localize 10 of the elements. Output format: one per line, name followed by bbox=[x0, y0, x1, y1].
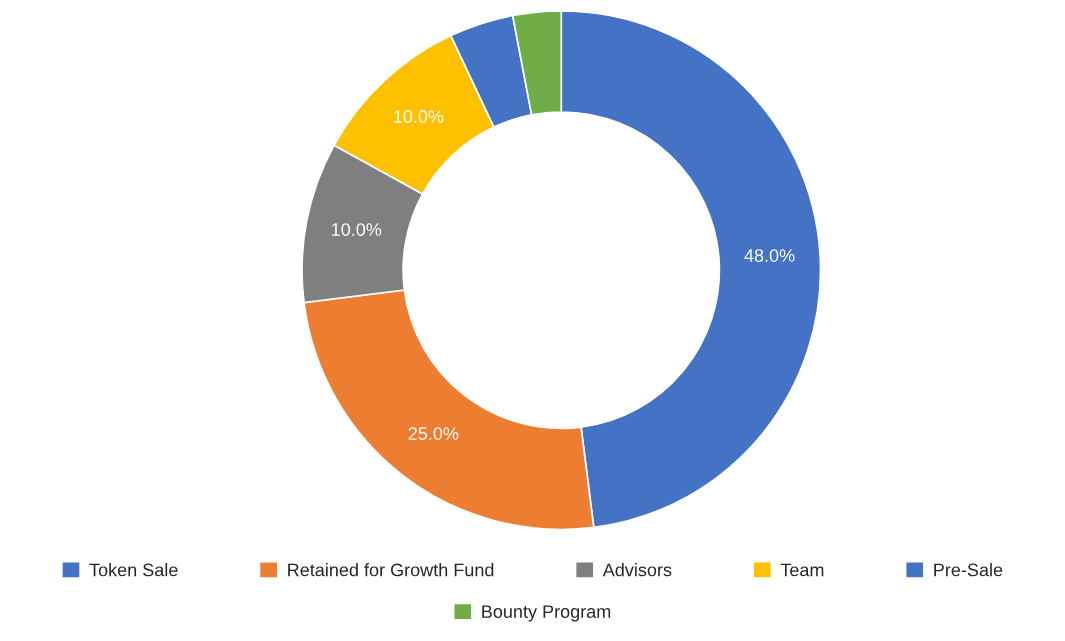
legend-label: Bounty Program bbox=[482, 605, 611, 622]
legend-label: Token Sale bbox=[89, 563, 178, 577]
legend-label: Pre-Sale bbox=[934, 563, 1003, 577]
data-label: 10.0% bbox=[332, 223, 382, 236]
data-label: 48.0% bbox=[744, 249, 795, 262]
legend-label: Team bbox=[780, 563, 824, 577]
legend-label: Advisors bbox=[602, 563, 672, 577]
data-label: 25.0% bbox=[408, 427, 459, 440]
legend-label: Retained for Growth Fund bbox=[288, 563, 494, 577]
data-label: 10.0% bbox=[394, 110, 444, 123]
